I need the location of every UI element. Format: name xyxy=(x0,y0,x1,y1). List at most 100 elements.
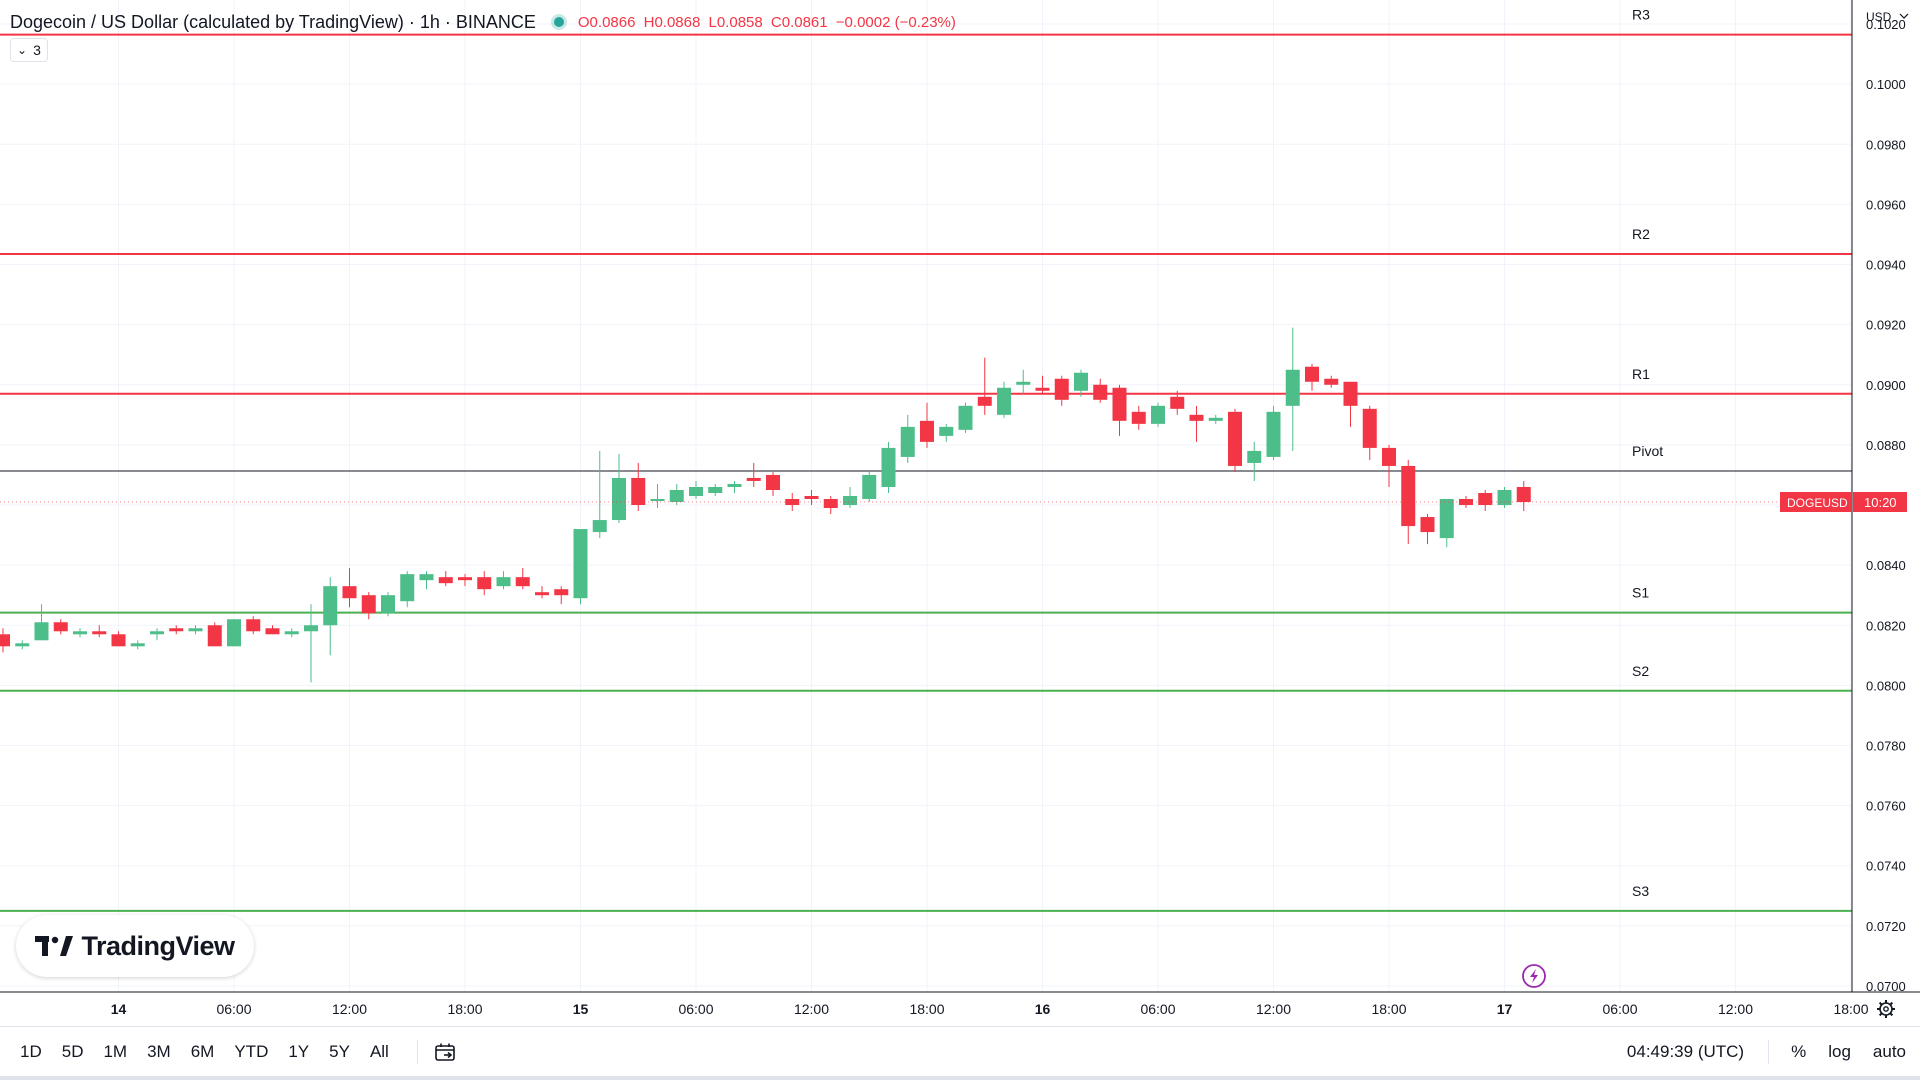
candle-body[interactable] xyxy=(746,477,761,481)
candle-body[interactable] xyxy=(1305,366,1319,382)
candle-body[interactable] xyxy=(727,483,742,487)
candle-body[interactable] xyxy=(612,477,626,521)
candle-body[interactable] xyxy=(631,477,646,506)
candle-body[interactable] xyxy=(1093,384,1108,400)
candle-body[interactable] xyxy=(1016,381,1031,385)
percent-scale-toggle[interactable]: % xyxy=(1791,1042,1807,1061)
candle-body[interactable] xyxy=(361,595,376,614)
log-scale-toggle[interactable]: log xyxy=(1828,1042,1851,1061)
candle-body[interactable] xyxy=(977,396,992,406)
range-1y-button[interactable]: 1Y xyxy=(288,1042,310,1061)
candle-body[interactable] xyxy=(1401,465,1416,527)
candle-body[interactable] xyxy=(1420,517,1435,533)
candle-body[interactable] xyxy=(130,643,145,647)
candle-body[interactable] xyxy=(400,574,415,602)
candle-body[interactable] xyxy=(1459,499,1473,506)
candle-body[interactable] xyxy=(381,595,395,614)
date-range-icon[interactable] xyxy=(430,1037,460,1067)
candle-body[interactable] xyxy=(1478,492,1493,506)
candle-body[interactable] xyxy=(1362,408,1377,448)
utc-clock[interactable]: 04:49:39 (UTC) xyxy=(1626,1042,1745,1061)
candle-body[interactable] xyxy=(1035,387,1050,391)
candle-body[interactable] xyxy=(1439,499,1454,539)
auto-scale-toggle[interactable]: auto xyxy=(1872,1042,1906,1061)
candle-body[interactable] xyxy=(823,499,838,509)
candle-body[interactable] xyxy=(1054,378,1069,400)
candle-body[interactable] xyxy=(766,474,780,490)
candle-body[interactable] xyxy=(515,577,530,587)
candle-body[interactable] xyxy=(592,520,607,533)
candle-body[interactable] xyxy=(1228,411,1242,466)
candle-body[interactable] xyxy=(73,631,87,635)
candle-body[interactable] xyxy=(535,592,549,596)
candle-body[interactable] xyxy=(246,619,261,632)
candle-body[interactable] xyxy=(438,577,453,584)
candle-body[interactable] xyxy=(1074,372,1088,391)
candle-body[interactable] xyxy=(862,474,877,500)
candle-body[interactable] xyxy=(1151,405,1165,424)
candle-body[interactable] xyxy=(227,619,241,647)
candle-body[interactable] xyxy=(284,631,299,635)
candle-body[interactable] xyxy=(1266,411,1281,457)
range-all-button[interactable]: All xyxy=(369,1042,389,1061)
candle-body[interactable] xyxy=(997,387,1011,415)
range-5y-button[interactable]: 5Y xyxy=(329,1042,350,1061)
candle-body[interactable] xyxy=(1189,414,1204,421)
currency-chevron-icon[interactable] xyxy=(1899,13,1909,19)
candle-body[interactable] xyxy=(92,631,107,635)
range-1d-button[interactable]: 1D xyxy=(20,1042,42,1061)
candle-body[interactable] xyxy=(1170,396,1185,409)
candle-body[interactable] xyxy=(188,628,203,632)
candle-body[interactable] xyxy=(1324,378,1339,385)
candle-body[interactable] xyxy=(1208,417,1223,421)
symbol-title[interactable]: Dogecoin / US Dollar (calculated by Trad… xyxy=(10,11,536,32)
candle-body[interactable] xyxy=(419,574,434,581)
candle-body[interactable] xyxy=(458,577,472,581)
candle-body[interactable] xyxy=(920,420,934,442)
range-1m-button[interactable]: 1M xyxy=(103,1042,128,1061)
candle-body[interactable] xyxy=(477,577,492,590)
range-6m-button[interactable]: 6M xyxy=(190,1042,215,1061)
candle-body[interactable] xyxy=(111,634,126,647)
range-5d-button[interactable]: 5D xyxy=(61,1042,84,1061)
candle-body[interactable] xyxy=(573,529,588,599)
candle-body[interactable] xyxy=(554,589,569,596)
candle-body[interactable] xyxy=(53,622,68,632)
candle-body[interactable] xyxy=(207,625,222,647)
candle-body[interactable] xyxy=(1285,369,1300,406)
candle-body[interactable] xyxy=(34,622,49,641)
candle-body[interactable] xyxy=(939,426,954,436)
candle-body[interactable] xyxy=(1382,447,1396,466)
candle-body[interactable] xyxy=(496,577,511,587)
range-3m-button[interactable]: 3M xyxy=(147,1042,171,1061)
candle-body[interactable] xyxy=(150,631,164,635)
candle-body[interactable] xyxy=(669,489,684,503)
candle-body[interactable] xyxy=(689,486,703,496)
candle-body[interactable] xyxy=(323,586,338,626)
candle-body[interactable] xyxy=(1343,381,1358,406)
indicators-collapse-button[interactable]: ⌄ 3 xyxy=(10,38,48,62)
candle-body[interactable] xyxy=(169,628,184,632)
candle-body[interactable] xyxy=(804,496,819,500)
candle-body[interactable] xyxy=(1516,486,1531,503)
candle-body[interactable] xyxy=(900,426,915,457)
candle-body[interactable] xyxy=(1112,387,1127,421)
candle-body[interactable] xyxy=(1497,489,1512,506)
candle-body[interactable] xyxy=(708,486,723,493)
candle-body[interactable] xyxy=(15,643,30,647)
candle-body[interactable] xyxy=(958,405,973,430)
price-axis[interactable] xyxy=(1852,0,1920,1026)
candle-body[interactable] xyxy=(304,625,318,632)
tradingview-logo[interactable]: TradingView xyxy=(16,915,254,977)
range-ytd-button[interactable]: YTD xyxy=(234,1042,269,1061)
candle-body[interactable] xyxy=(0,634,10,647)
market-status-dot-icon[interactable] xyxy=(553,17,564,27)
candle-body[interactable] xyxy=(650,499,665,502)
candle-body[interactable] xyxy=(1247,450,1262,463)
candle-body[interactable] xyxy=(881,447,896,487)
candle-body[interactable] xyxy=(265,628,280,635)
candle-body[interactable] xyxy=(1131,411,1146,424)
candle-body[interactable] xyxy=(843,496,857,506)
candle-body[interactable] xyxy=(342,586,357,599)
